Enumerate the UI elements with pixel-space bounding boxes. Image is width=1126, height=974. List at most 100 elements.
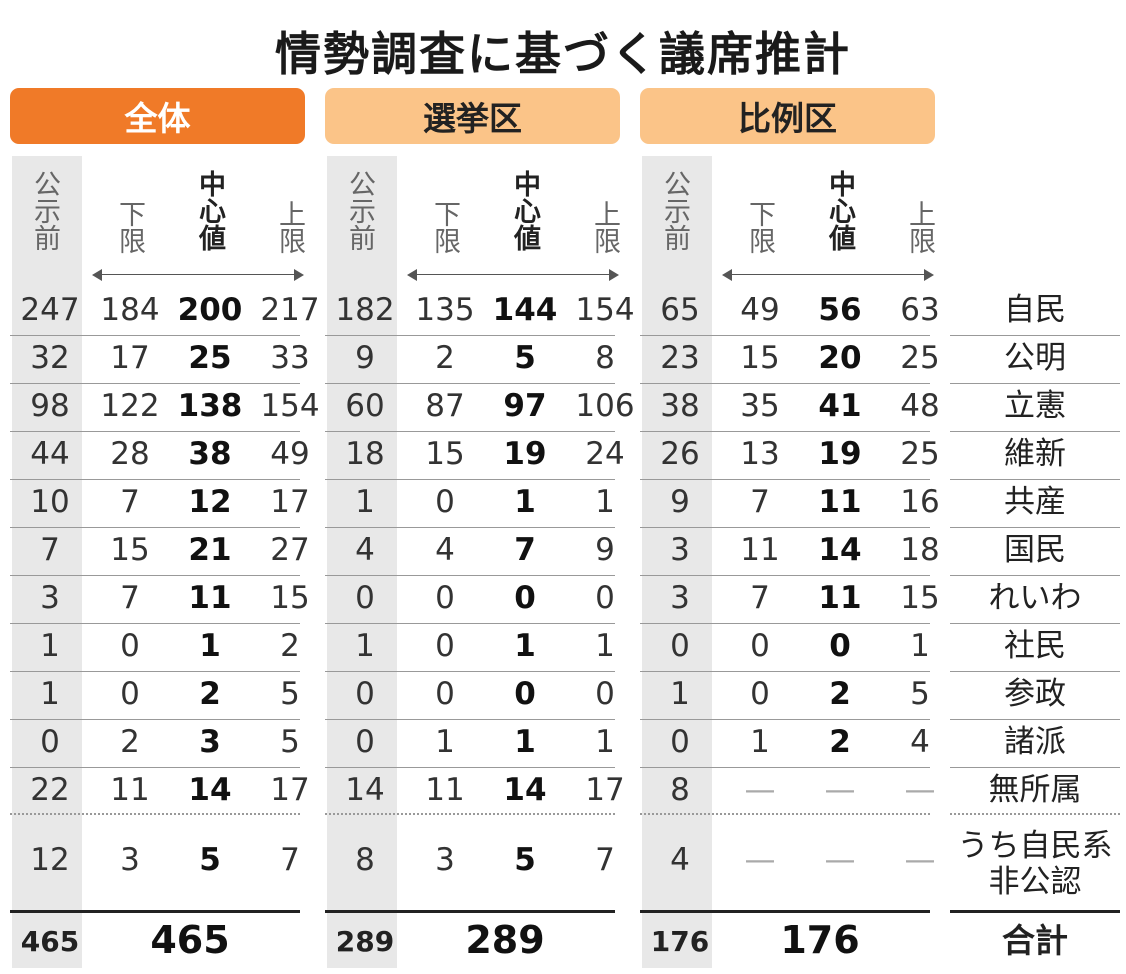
cell-all-prev: 3 — [40, 580, 60, 616]
cell-pr-mid: — — [824, 772, 856, 808]
section-header-all: 全体 — [10, 88, 305, 144]
cell-pr-low: — — [744, 772, 776, 808]
cell-pr-prev: 0 — [670, 724, 690, 760]
cell-district-mid: 5 — [514, 340, 536, 376]
dotted-separator — [10, 813, 300, 815]
cell-district-mid: 19 — [503, 436, 547, 472]
row-separator — [325, 671, 615, 672]
subrow-cell-district: 7 — [595, 842, 615, 878]
cell-pr-prev: 23 — [660, 340, 700, 376]
cell-all-mid: 25 — [188, 340, 232, 376]
cell-pr-prev: 3 — [670, 580, 690, 616]
prev-column-shade-pr — [642, 156, 712, 968]
cell-all-mid: 12 — [188, 484, 232, 520]
cell-all-high: 17 — [270, 484, 310, 520]
row-separator — [325, 431, 615, 432]
cell-all-prev: 32 — [30, 340, 70, 376]
column-label-prev: 公示前 — [29, 170, 60, 251]
cell-district-mid: 14 — [503, 772, 547, 808]
cell-all-mid: 1 — [199, 628, 221, 664]
cell-all-low: 122 — [100, 388, 160, 424]
cell-all-mid: 14 — [188, 772, 232, 808]
cell-pr-high: 15 — [900, 580, 940, 616]
party-label: 社民 — [1004, 628, 1066, 664]
column-label-low: 下限 — [429, 200, 460, 254]
cell-district-mid: 1 — [514, 628, 536, 664]
cell-district-low: 2 — [435, 340, 455, 376]
cell-district-prev: 0 — [355, 580, 375, 616]
party-label: 共産 — [1004, 484, 1066, 520]
cell-all-low: 15 — [110, 532, 150, 568]
cell-pr-prev: 0 — [670, 628, 690, 664]
cell-pr-high: 5 — [910, 676, 930, 712]
cell-all-prev: 1 — [40, 628, 60, 664]
cell-pr-prev: 3 — [670, 532, 690, 568]
cell-all-high: 17 — [270, 772, 310, 808]
cell-district-low: 15 — [425, 436, 465, 472]
cell-pr-mid: 41 — [818, 388, 862, 424]
cell-pr-mid: 11 — [818, 580, 862, 616]
subrow-cell-all: 3 — [120, 842, 140, 878]
cell-all-low: 0 — [120, 628, 140, 664]
cell-pr-high: 25 — [900, 436, 940, 472]
cell-all-high: 27 — [270, 532, 310, 568]
cell-pr-low: 15 — [740, 340, 780, 376]
cell-pr-high: 18 — [900, 532, 940, 568]
cell-district-prev: 1 — [355, 628, 375, 664]
subrow-cell-pr: — — [744, 842, 776, 878]
row-separator — [640, 575, 930, 576]
row-separator — [10, 719, 300, 720]
cell-pr-prev: 1 — [670, 676, 690, 712]
cell-all-prev: 44 — [30, 436, 70, 472]
cell-all-mid: 2 — [199, 676, 221, 712]
cell-district-low: 87 — [425, 388, 465, 424]
party-label-independent-ldp: うち自民系 非公認 — [950, 828, 1120, 904]
cell-all-high: 49 — [270, 436, 310, 472]
cell-pr-high: 16 — [900, 484, 940, 520]
cell-district-mid: 1 — [514, 484, 536, 520]
row-separator — [10, 767, 300, 768]
sub-label-line1: うち自民系 — [957, 828, 1113, 864]
total-prev-all: 465 — [20, 925, 80, 958]
cell-all-prev: 1 — [40, 676, 60, 712]
cell-pr-mid: 14 — [818, 532, 862, 568]
total-label: 合計 — [1002, 921, 1068, 960]
cell-district-low: 0 — [435, 628, 455, 664]
cell-district-low: 11 — [425, 772, 465, 808]
page-title: 情勢調査に基づく議席推計 — [275, 27, 851, 81]
row-separator — [325, 719, 615, 720]
cell-pr-low: 0 — [750, 628, 770, 664]
row-separator — [950, 383, 1120, 384]
cell-pr-low: 35 — [740, 388, 780, 424]
cell-all-prev: 10 — [30, 484, 70, 520]
cell-pr-low: 7 — [750, 484, 770, 520]
row-separator — [640, 767, 930, 768]
cell-pr-prev: 26 — [660, 436, 700, 472]
total-estimate-all: 465 — [150, 918, 230, 962]
cell-pr-mid: 56 — [818, 292, 862, 328]
total-separator — [10, 910, 300, 913]
cell-district-prev: 1 — [355, 484, 375, 520]
subrow-cell-district: 8 — [355, 842, 375, 878]
cell-all-high: 2 — [280, 628, 300, 664]
total-estimate-pr: 176 — [780, 918, 860, 962]
row-separator — [950, 575, 1120, 576]
cell-pr-high: 4 — [910, 724, 930, 760]
range-arrow — [407, 269, 619, 281]
row-separator — [325, 575, 615, 576]
cell-district-prev: 14 — [345, 772, 385, 808]
cell-pr-low: 13 — [740, 436, 780, 472]
cell-all-mid: 21 — [188, 532, 232, 568]
row-separator — [10, 527, 300, 528]
cell-district-high: 1 — [595, 484, 615, 520]
cell-all-low: 7 — [120, 484, 140, 520]
arrow-line — [730, 274, 926, 275]
subrow-cell-district: 5 — [514, 842, 536, 878]
column-label-high: 上限 — [589, 200, 620, 254]
column-label-prev: 公示前 — [344, 170, 375, 251]
party-label: れいわ — [988, 580, 1082, 616]
row-separator — [325, 767, 615, 768]
cell-district-mid: 7 — [514, 532, 536, 568]
subrow-cell-all: 12 — [30, 842, 70, 878]
row-separator — [950, 335, 1120, 336]
